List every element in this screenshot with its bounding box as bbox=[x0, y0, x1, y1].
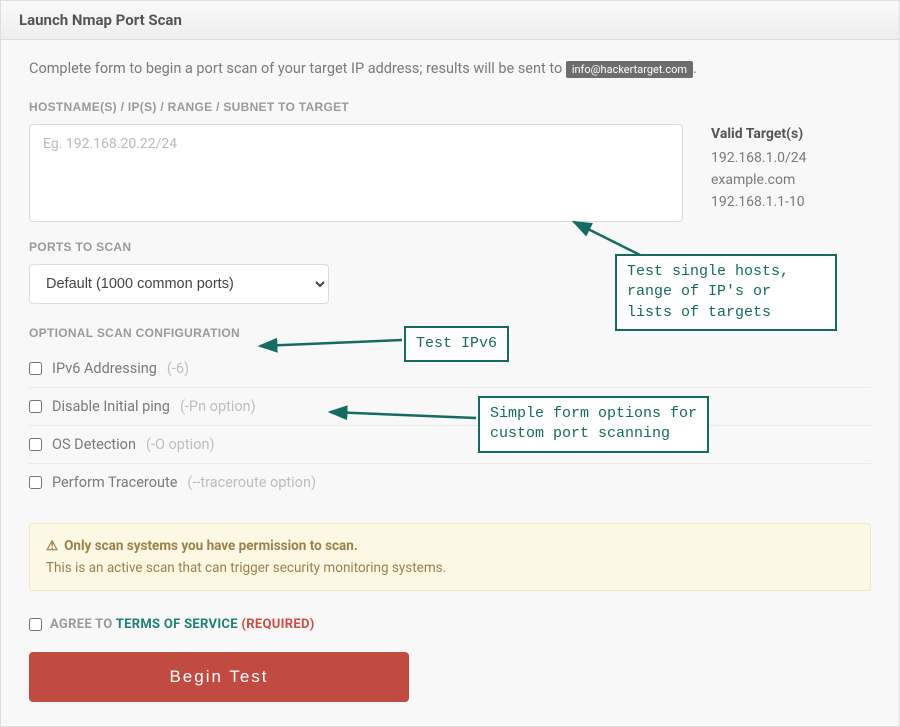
option-label: OS Detection bbox=[52, 436, 136, 453]
callout-ipv6: Test IPv6 bbox=[404, 326, 509, 362]
optional-list: IPv6 Addressing (-6) Disable Initial pin… bbox=[29, 350, 871, 501]
alert-text: This is an active scan that can trigger … bbox=[46, 560, 854, 576]
agree-prefix: AGREE TO bbox=[50, 617, 116, 632]
agree-checkbox[interactable] bbox=[29, 618, 42, 631]
intro-prefix: Complete form to begin a port scan of yo… bbox=[29, 60, 566, 77]
option-hint: (-O option) bbox=[146, 436, 215, 453]
intro-text: Complete form to begin a port scan of yo… bbox=[29, 60, 871, 78]
valid-targets-title: Valid Target(s) bbox=[711, 126, 871, 142]
alert-title-row: ⚠ Only scan systems you have permission … bbox=[46, 538, 854, 554]
email-pill: info@hackertarget.com bbox=[566, 61, 693, 78]
option-noping[interactable]: Disable Initial ping (-Pn option) bbox=[29, 388, 871, 426]
target-input[interactable] bbox=[29, 124, 683, 222]
target-label: HOSTNAME(S) / IP(S) / RANGE / SUBNET TO … bbox=[29, 100, 871, 114]
panel-header: Launch Nmap Port Scan bbox=[1, 1, 899, 40]
option-noping-checkbox[interactable] bbox=[29, 400, 42, 413]
tos-link[interactable]: TERMS OF SERVICE bbox=[116, 617, 238, 632]
ports-select[interactable]: Default (1000 common ports) bbox=[29, 264, 329, 304]
ports-label: PORTS TO SCAN bbox=[29, 240, 871, 254]
callout-targets: Test single hosts, range of IP's or list… bbox=[615, 254, 837, 331]
intro-trail: . bbox=[693, 60, 697, 77]
warning-alert: ⚠ Only scan systems you have permission … bbox=[29, 523, 871, 591]
agree-row[interactable]: AGREE TO TERMS OF SERVICE (REQUIRED) bbox=[29, 617, 871, 632]
option-hint: (-6) bbox=[167, 360, 189, 377]
valid-example: 192.168.1.0/24 bbox=[711, 150, 871, 166]
valid-example: example.com bbox=[711, 172, 871, 188]
option-label: Perform Traceroute bbox=[52, 474, 177, 491]
panel-body: Complete form to begin a port scan of yo… bbox=[1, 40, 899, 726]
panel: Launch Nmap Port Scan Complete form to b… bbox=[0, 0, 900, 727]
option-os[interactable]: OS Detection (-O option) bbox=[29, 426, 871, 464]
option-label: Disable Initial ping bbox=[52, 398, 170, 415]
valid-targets: Valid Target(s) 192.168.1.0/24 example.c… bbox=[711, 124, 871, 222]
target-row: Valid Target(s) 192.168.1.0/24 example.c… bbox=[29, 124, 871, 222]
callout-options: Simple form options for custom port scan… bbox=[478, 396, 709, 453]
option-traceroute-checkbox[interactable] bbox=[29, 476, 42, 489]
valid-example: 192.168.1.1-10 bbox=[711, 194, 871, 210]
page-title: Launch Nmap Port Scan bbox=[19, 11, 881, 29]
option-hint: (-Pn option) bbox=[180, 398, 256, 415]
begin-test-button[interactable]: Begin Test bbox=[29, 652, 409, 702]
agree-label: AGREE TO TERMS OF SERVICE (REQUIRED) bbox=[50, 617, 315, 632]
option-traceroute[interactable]: Perform Traceroute (--traceroute option) bbox=[29, 464, 871, 501]
option-label: IPv6 Addressing bbox=[52, 360, 157, 377]
option-ipv6-checkbox[interactable] bbox=[29, 362, 42, 375]
warning-icon: ⚠ bbox=[46, 538, 58, 554]
alert-title: Only scan systems you have permission to… bbox=[64, 538, 358, 554]
agree-required: (REQUIRED) bbox=[238, 617, 315, 632]
option-hint: (--traceroute option) bbox=[187, 474, 316, 491]
option-os-checkbox[interactable] bbox=[29, 438, 42, 451]
